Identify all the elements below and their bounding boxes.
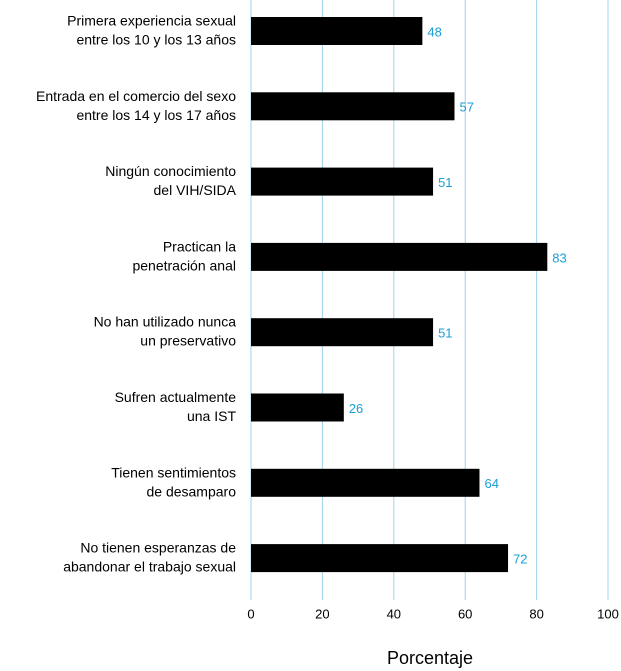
bar — [251, 393, 344, 422]
y-tick-label-line: No tienen esperanzas de — [80, 539, 236, 555]
y-tick-label: Practican la penetración anal — [132, 238, 236, 273]
value-label: 64 — [484, 476, 498, 491]
y-tick-label-line: No han utilizado nunca — [94, 313, 237, 329]
value-label: 26 — [349, 401, 363, 416]
y-tick-label-line: entre los 10 y los 13 años — [76, 31, 236, 47]
y-tick-label: No han utilizado nunca un preservativo — [94, 313, 237, 348]
y-tick-label-line: Entrada en el comercio del sexo — [36, 88, 236, 104]
y-tick-label: Tienen sentimientos de desamparo — [111, 464, 236, 499]
value-label: 83 — [552, 250, 566, 265]
y-tick-label: Entrada en el comercio del sexo entre los… — [36, 88, 236, 123]
x-axis-label: Porcentaje — [387, 648, 473, 668]
value-label: 72 — [513, 552, 527, 567]
bar — [251, 92, 455, 121]
value-label: 48 — [427, 24, 441, 39]
x-tick-label: 60 — [458, 606, 472, 621]
x-tick-label: 80 — [529, 606, 543, 621]
y-tick-label-line: Ningún conocimiento — [105, 163, 236, 179]
y-tick-label-line: una IST — [187, 408, 236, 424]
bar — [251, 544, 509, 573]
y-tick-label: Primera experiencia sexual entre los 10 y… — [67, 12, 236, 47]
bar — [251, 17, 423, 45]
y-tick-label-line: Practican la — [163, 238, 236, 254]
value-label: 51 — [438, 175, 452, 190]
bar — [251, 318, 434, 347]
bar — [251, 167, 434, 196]
x-tick-label: 100 — [597, 606, 619, 621]
y-tick-label-line: Sufren actualmente — [115, 389, 237, 405]
x-tick-label: 20 — [315, 606, 329, 621]
y-tick-label: Sufren actualmente una IST — [115, 389, 237, 424]
bar — [251, 468, 480, 497]
value-label: 57 — [459, 100, 473, 115]
x-tick-label: 40 — [387, 606, 401, 621]
y-tick-label-line: de desamparo — [146, 483, 236, 499]
y-tick-label-line: Primera experiencia sexual — [67, 12, 236, 28]
y-tick-label-line: abandonar el trabajo sexual — [63, 558, 236, 574]
y-tick-label-line: Tienen sentimientos — [111, 464, 236, 480]
y-tick-label: No tienen esperanzas de abandonar el trab… — [63, 539, 236, 574]
y-tick-label-line: entre los 14 y los 17 años — [76, 107, 236, 123]
x-tick-label: 0 — [247, 606, 254, 621]
y-tick-label: Ningún conocimiento del VIH/SIDA — [105, 163, 236, 198]
y-tick-label-line: un preservativo — [140, 332, 236, 348]
y-tick-label-line: del VIH/SIDA — [154, 182, 237, 198]
value-label: 51 — [438, 326, 452, 341]
y-tick-label-line: penetración anal — [132, 257, 236, 273]
bar — [251, 242, 548, 271]
